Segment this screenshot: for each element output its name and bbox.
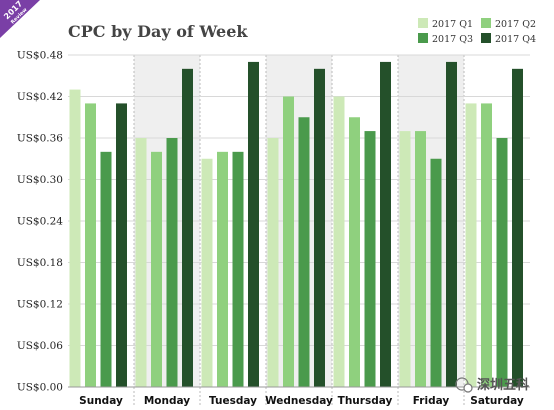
- x-axis-labels: Sunday Monday Tuesday Wednesday Thursday Frid…: [79, 395, 524, 407]
- x-tick-label: Monday: [144, 395, 190, 407]
- bar-thursday-q3: [364, 131, 376, 387]
- bar-wednesday-q4: [314, 68, 325, 387]
- bar-thursday-q2: [349, 117, 360, 387]
- bar-tuesday-q2: [217, 151, 228, 387]
- bar-saturday-q3: [496, 138, 508, 387]
- bar-sunday-q1: [69, 89, 81, 387]
- bar-friday-q2: [415, 131, 426, 387]
- x-tick-label: Sunday: [79, 395, 123, 407]
- legend-swatch: [481, 18, 491, 28]
- bar-tuesday-q1: [201, 158, 213, 387]
- legend-swatch: [481, 33, 491, 43]
- x-tick-label: Saturday: [470, 395, 524, 407]
- bar-monday-q2: [151, 151, 162, 387]
- y-tick-label: US$0.48: [17, 50, 63, 62]
- bar-monday-q1: [135, 138, 147, 387]
- x-tick-label: Tuesday: [209, 395, 257, 407]
- bar-saturday-q2: [481, 103, 492, 388]
- legend-swatch: [418, 18, 428, 28]
- bar-friday-q4: [446, 61, 457, 388]
- bar-sunday-q4: [116, 103, 127, 388]
- bar-tuesday-q4: [248, 61, 259, 388]
- y-tick-label: US$0.30: [17, 174, 63, 186]
- y-tick-label: US$0.12: [17, 299, 63, 311]
- legend-label: 2017 Q2: [495, 19, 536, 30]
- y-tick-label: US$0.18: [17, 257, 63, 269]
- bar-wednesday-q1: [267, 138, 279, 387]
- x-tick-label: Thursday: [338, 395, 393, 407]
- bar-friday-q3: [430, 158, 442, 387]
- bar-friday-q1: [399, 131, 411, 387]
- bar-saturday-q4: [512, 68, 523, 387]
- legend-label: 2017 Q4: [495, 34, 536, 45]
- legend: 2017 Q1 2017 Q2 2017 Q3 2017 Q4: [418, 18, 536, 45]
- chart-title: CPC by Day of Week: [68, 22, 248, 41]
- watermark: 深圳五科: [455, 377, 529, 393]
- bar-thursday-q4: [380, 61, 391, 388]
- y-tick-label: US$0.36: [17, 133, 63, 145]
- bars: [69, 61, 523, 388]
- bar-tuesday-q3: [232, 151, 244, 387]
- y-axis-ticks: US$0.00 US$0.06 US$0.12 US$0.18 US$0.24 US$0.…: [17, 50, 63, 394]
- wechat-icon-bubble: [463, 383, 473, 393]
- legend-label: 2017 Q1: [432, 19, 473, 30]
- bar-sunday-q3: [100, 151, 112, 387]
- x-tick-label: Friday: [413, 395, 450, 407]
- bar-saturday-q1: [465, 103, 477, 388]
- badge-ribbon: [0, 0, 40, 38]
- bar-thursday-q1: [333, 96, 345, 387]
- watermark-text: 深圳五科: [477, 377, 529, 393]
- bar-wednesday-q3: [298, 117, 310, 387]
- legend-swatch: [418, 33, 428, 43]
- y-tick-label: US$0.06: [17, 340, 63, 352]
- y-tick-label: US$0.42: [17, 91, 63, 103]
- y-tick-label: US$0.00: [17, 382, 63, 394]
- x-tick-label: Wednesday: [265, 395, 333, 407]
- y-tick-label: US$0.24: [17, 216, 63, 228]
- year-badge: 2017 Review: [0, 0, 40, 38]
- bar-wednesday-q2: [283, 96, 294, 387]
- bar-sunday-q2: [85, 103, 96, 388]
- legend-label: 2017 Q3: [432, 34, 473, 45]
- bar-monday-q3: [166, 138, 178, 387]
- bar-monday-q4: [182, 68, 193, 387]
